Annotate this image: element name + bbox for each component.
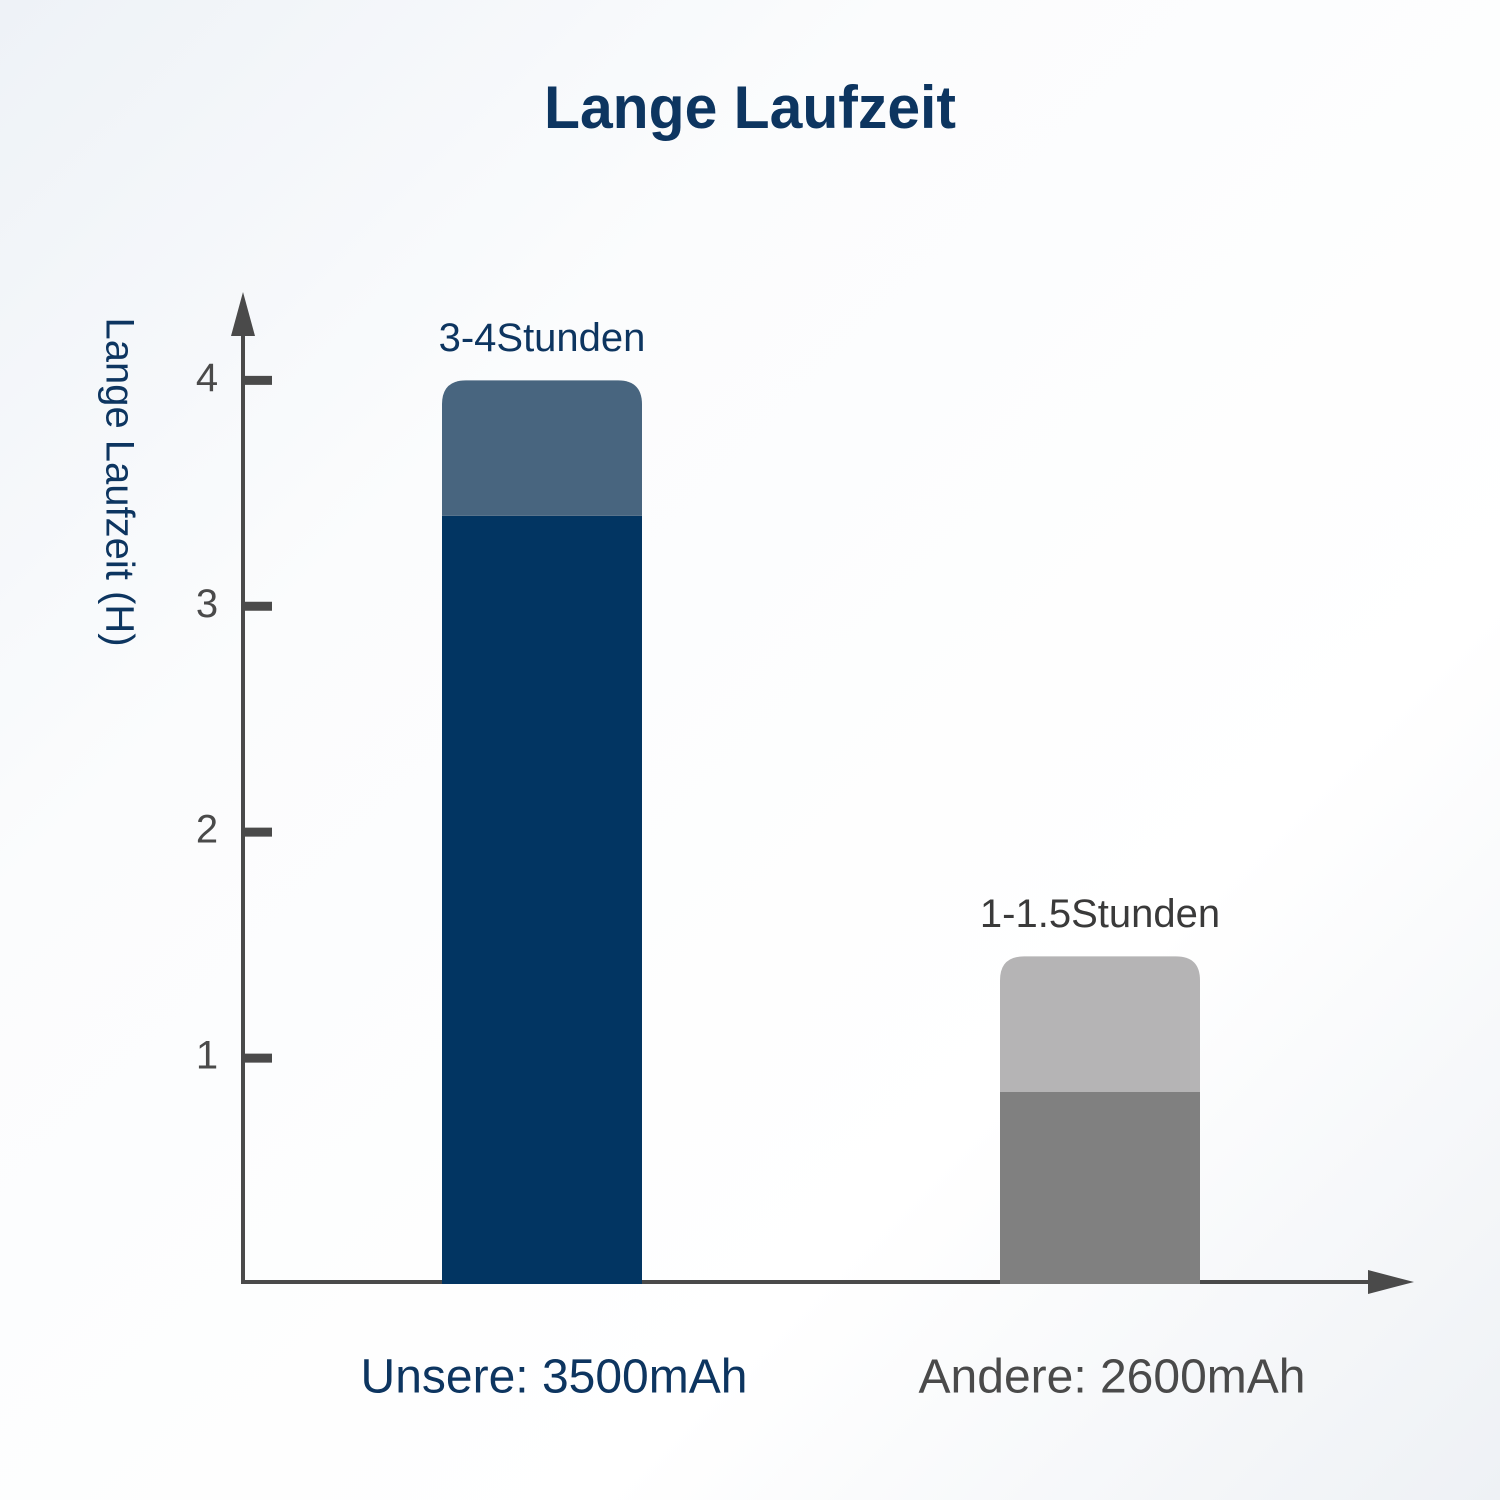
y-axis-arrow bbox=[231, 292, 255, 336]
y-axis-title: Lange Laufzeit (H) bbox=[97, 317, 141, 646]
chart-title: Lange Laufzeit bbox=[544, 74, 956, 141]
x-tick-label: Unsere: 3500mAh bbox=[361, 1351, 748, 1404]
bar-segment bbox=[1000, 956, 1200, 1092]
bar-annotation: 3-4Stunden bbox=[439, 316, 646, 360]
x-tick-label: Andere: 2600mAh bbox=[919, 1351, 1306, 1404]
bar-segment bbox=[1000, 1091, 1200, 1284]
x-axis-arrow bbox=[1368, 1270, 1414, 1294]
bar-annotation: 1-1.5Stunden bbox=[980, 892, 1220, 936]
bar-segment bbox=[442, 380, 642, 516]
bar-segment bbox=[442, 515, 642, 1284]
y-tick-label: 1 bbox=[196, 1034, 218, 1078]
y-tick-label: 2 bbox=[196, 808, 218, 852]
y-tick-label: 4 bbox=[196, 356, 218, 400]
y-tick-label: 3 bbox=[196, 582, 218, 626]
